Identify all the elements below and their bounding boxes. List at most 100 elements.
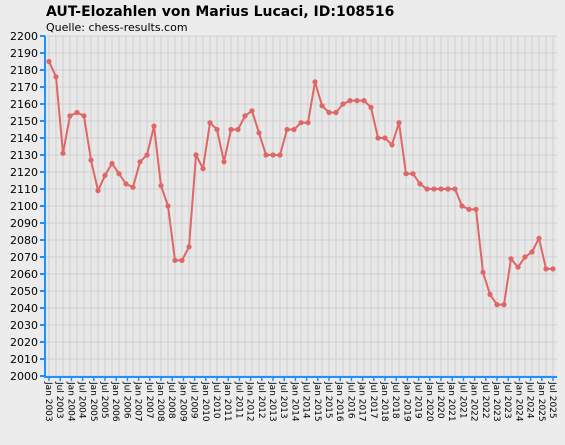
point — [151, 123, 157, 129]
x-tick-label: Jul 2009 — [189, 381, 199, 419]
point — [193, 152, 199, 158]
x-tick-label: Jan 2019 — [401, 381, 411, 422]
y-tick-label: 2180 — [10, 64, 38, 77]
point — [81, 113, 87, 119]
point — [186, 244, 192, 250]
point — [522, 254, 528, 260]
x-tick-label: Jan 2023 — [491, 381, 501, 422]
point — [67, 113, 73, 119]
x-tick-label: Jan 2020 — [424, 381, 434, 422]
y-tick-label: 2100 — [10, 200, 38, 213]
point — [291, 126, 297, 133]
x-tick-label: Jul 2012 — [256, 381, 266, 419]
x-tick-label: Jul 2006 — [121, 381, 131, 419]
x-tick-label: Jul 2010 — [211, 381, 221, 419]
point — [340, 101, 346, 107]
point — [550, 266, 556, 272]
x-tick-label: Jul 2024 — [525, 381, 535, 419]
point — [536, 235, 542, 241]
point — [452, 186, 458, 192]
point — [347, 98, 353, 104]
x-tick-label: Jan 2013 — [267, 381, 277, 422]
x-tick-label: Jul 2023 — [502, 381, 512, 419]
y-tick-label: 2080 — [10, 234, 38, 247]
chart-subtitle: Quelle: chess-results.com — [46, 21, 188, 34]
x-tick-label: Jul 2011 — [233, 381, 243, 419]
point — [487, 291, 493, 297]
point — [60, 150, 66, 156]
y-tick-label: 2070 — [10, 251, 38, 264]
point — [333, 109, 339, 116]
point — [95, 188, 101, 194]
point — [221, 159, 227, 165]
point — [410, 171, 416, 177]
x-tick-label: Jan 2007 — [133, 381, 143, 422]
x-tick-label: Jul 2021 — [457, 381, 467, 419]
point — [242, 113, 248, 119]
x-tick-label: Jul 2008 — [166, 381, 176, 419]
point — [326, 109, 332, 116]
point — [354, 98, 360, 104]
point — [263, 152, 269, 158]
point — [137, 159, 143, 165]
point — [116, 171, 122, 177]
point — [459, 203, 465, 209]
point — [298, 120, 304, 126]
y-tick-label: 2000 — [10, 370, 38, 383]
y-tick-label: 2020 — [10, 336, 38, 349]
point — [396, 120, 402, 126]
x-tick-label: Jan 2015 — [312, 381, 322, 422]
point — [172, 257, 178, 263]
point — [256, 130, 262, 136]
x-tick-label: Jan 2005 — [88, 381, 98, 422]
x-tick-label: Jul 2014 — [301, 381, 311, 419]
x-tick-label: Jan 2024 — [513, 381, 523, 422]
y-tick-label: 2010 — [10, 353, 38, 366]
point — [74, 109, 80, 116]
y-tick-label: 2140 — [10, 132, 38, 145]
point — [53, 74, 59, 80]
x-tick-label: Jul 2025 — [547, 381, 557, 419]
x-tick-label: Jul 2020 — [435, 381, 445, 419]
y-tick-label: 2060 — [10, 268, 38, 281]
y-tick-label: 2120 — [10, 166, 38, 179]
point — [305, 120, 311, 126]
x-tick-label: Jan 2016 — [334, 381, 344, 422]
y-tick-label: 2030 — [10, 319, 38, 332]
x-tick-label: Jul 2004 — [77, 381, 87, 419]
point — [403, 171, 409, 177]
point — [529, 249, 535, 255]
chart-title: AUT-Elozahlen von Marius Lucaci, ID:1085… — [46, 4, 394, 20]
point — [312, 79, 318, 85]
point — [165, 203, 171, 209]
point — [200, 166, 206, 172]
x-tick-label: Jul 2018 — [390, 381, 400, 419]
point — [249, 108, 255, 114]
point — [515, 264, 521, 270]
point — [270, 152, 276, 158]
x-tick-label: Jan 2021 — [446, 381, 456, 422]
x-tick-label: Jan 2011 — [222, 381, 232, 422]
point — [368, 104, 374, 110]
x-tick-label: Jul 2017 — [368, 381, 378, 419]
x-tick-label: Jan 2010 — [200, 381, 210, 422]
point — [207, 120, 213, 126]
x-tick-label: Jul 2016 — [345, 381, 355, 419]
point — [214, 126, 220, 133]
x-tick-label: Jan 2025 — [536, 381, 546, 422]
x-tick-label: Jan 2018 — [379, 381, 389, 422]
point — [382, 135, 388, 141]
point — [417, 181, 423, 187]
y-tick-label: 2090 — [10, 217, 38, 230]
point — [501, 302, 507, 308]
y-tick-label: 2040 — [10, 302, 38, 315]
point — [46, 58, 52, 65]
point — [284, 126, 290, 133]
point — [466, 206, 472, 212]
y-tick-label: 2110 — [10, 183, 38, 196]
x-tick-label: Jul 2015 — [323, 381, 333, 419]
point — [480, 269, 486, 275]
point — [361, 98, 367, 104]
point — [158, 183, 164, 189]
point — [235, 126, 241, 133]
